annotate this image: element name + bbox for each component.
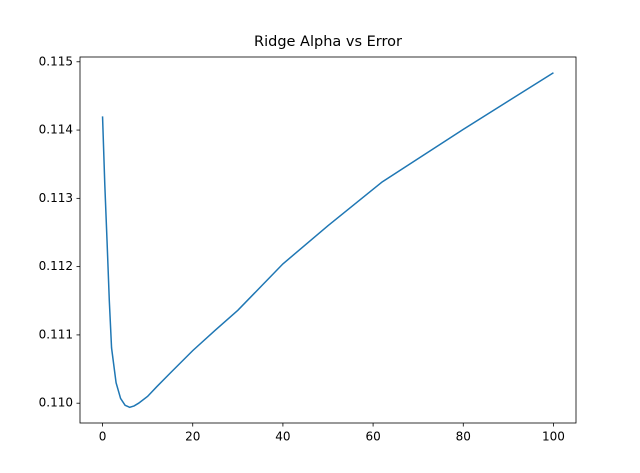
x-tick-label: 100 <box>542 430 565 444</box>
x-tick-label: 80 <box>456 430 471 444</box>
y-tick-label: 0.114 <box>39 123 73 137</box>
x-tick-label: 60 <box>365 430 380 444</box>
y-tick-label: 0.110 <box>39 396 73 410</box>
chart-title: Ridge Alpha vs Error <box>254 34 402 50</box>
plot-frame <box>79 56 577 424</box>
y-tick-label: 0.111 <box>39 327 73 341</box>
line-series <box>101 72 554 409</box>
y-tick-label: 0.115 <box>39 54 73 68</box>
x-tick-label: 20 <box>185 430 200 444</box>
x-tick-label: 0 <box>99 430 107 444</box>
y-tick-label: 0.113 <box>39 191 73 205</box>
y-tick-label: 0.112 <box>39 259 73 273</box>
x-tick-label: 40 <box>275 430 290 444</box>
